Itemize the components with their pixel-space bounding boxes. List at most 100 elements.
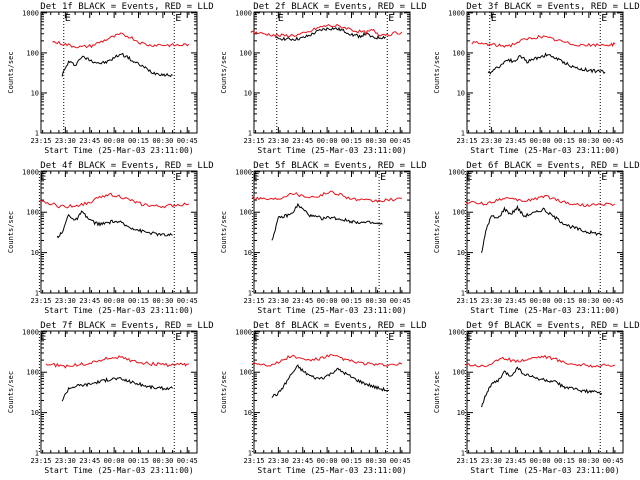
- x-axis-label: Start Time (25-Mar-03 23:11:00): [44, 146, 193, 155]
- x-tick-label: 23:30: [268, 297, 289, 305]
- x-tick-label: 00:00: [530, 297, 551, 305]
- x-tick-label: 00:30: [578, 137, 599, 145]
- x-tick-label: 00:30: [578, 297, 599, 305]
- x-axis-label: Start Time (25-Mar-03 23:11:00): [470, 146, 619, 155]
- x-axis-label: Start Time (25-Mar-03 23:11:00): [257, 466, 406, 475]
- x-tick-label: 00:30: [152, 457, 173, 465]
- x-tick-label: 23:30: [55, 457, 76, 465]
- lld-series-line: [250, 23, 403, 38]
- x-tick-label: 00:00: [530, 137, 551, 145]
- y-axis-label: Counts/sec: [433, 371, 441, 413]
- x-tick-label: 23:45: [505, 137, 526, 145]
- marker-label: E: [65, 13, 71, 24]
- x-tick-label: 23:45: [292, 297, 313, 305]
- x-tick-label: 23:30: [55, 297, 76, 305]
- panel-det-1: Det 1f BLACK = Events, RED = LLD 1 10 100 10…: [7, 2, 214, 155]
- plot-frame: [466, 170, 624, 294]
- x-tick-label: 00:45: [177, 297, 198, 305]
- events-series-line: [487, 52, 606, 75]
- y-tick-label: 1: [35, 130, 39, 138]
- x-tick-label: 00:30: [152, 137, 173, 145]
- lld-series-line: [52, 32, 190, 49]
- marker-label: E: [40, 332, 46, 343]
- x-tick-label: 00:00: [317, 457, 338, 465]
- events-series-line: [271, 364, 389, 399]
- y-axis-label: Counts/sec: [7, 371, 15, 413]
- x-tick-label: 00:30: [365, 137, 386, 145]
- y-tick-label: 100: [239, 369, 252, 377]
- plot-frame: [40, 330, 198, 454]
- y-tick-label: 1000: [448, 168, 465, 176]
- x-tick-label: 00:15: [341, 457, 362, 465]
- marker-label: E: [175, 332, 181, 343]
- y-tick-label: 100: [452, 369, 465, 377]
- plot-frame: [253, 11, 411, 134]
- lld-series-line: [465, 354, 616, 368]
- x-tick-label: 23:15: [30, 137, 51, 145]
- marker-label: E: [466, 332, 472, 343]
- y-tick-label: 1000: [448, 9, 465, 17]
- y-tick-label: 1: [248, 290, 252, 298]
- x-tick-label: 23:45: [79, 137, 100, 145]
- y-tick-label: 1000: [22, 168, 39, 176]
- marker-label: E: [466, 172, 472, 183]
- marker-label: E: [253, 172, 259, 183]
- x-tick-label: 00:30: [578, 457, 599, 465]
- x-tick-label: 23:15: [456, 297, 477, 305]
- x-tick-label: 23:15: [30, 457, 51, 465]
- x-tick-label: 00:15: [128, 137, 149, 145]
- marker-label: E: [388, 332, 394, 343]
- panel-title: Det 9f BLACK = Events, RED = LLD: [466, 321, 639, 331]
- x-tick-label: 00:00: [317, 137, 338, 145]
- x-tick-label: 00:15: [554, 137, 575, 145]
- marker-label: E: [253, 332, 259, 343]
- x-tick-label: 00:15: [341, 137, 362, 145]
- y-tick-label: 100: [26, 209, 39, 217]
- marker-label: E: [175, 13, 181, 24]
- panel-title: Det 6f BLACK = Events, RED = LLD: [466, 161, 639, 171]
- plot-frame: [253, 330, 411, 454]
- x-tick-label: 00:45: [603, 457, 624, 465]
- events-series-line: [481, 204, 603, 254]
- x-tick-label: 23:30: [268, 137, 289, 145]
- y-tick-label: 10: [457, 89, 465, 97]
- x-axis-label: Start Time (25-Mar-03 23:11:00): [44, 306, 193, 315]
- x-tick-label: 23:45: [79, 297, 100, 305]
- panel-title: Det 2f BLACK = Events, RED = LLD: [253, 2, 426, 12]
- y-tick-label: 10: [31, 89, 39, 97]
- plot-frame: [40, 170, 198, 294]
- panel-det-5: Det 5f BLACK = Events, RED = LLD 1 10 100 10…: [220, 161, 427, 315]
- x-tick-label: 23:15: [456, 457, 477, 465]
- x-tick-label: 00:00: [104, 137, 125, 145]
- y-tick-label: 1000: [235, 328, 252, 336]
- events-series-line: [271, 202, 383, 241]
- y-tick-label: 100: [26, 49, 39, 57]
- x-tick-label: 23:30: [481, 137, 502, 145]
- y-tick-label: 1000: [235, 168, 252, 176]
- y-tick-label: 100: [452, 49, 465, 57]
- y-tick-label: 10: [244, 89, 252, 97]
- x-tick-label: 00:30: [365, 457, 386, 465]
- x-tick-label: 00:15: [554, 457, 575, 465]
- y-axis-label: Counts/sec: [7, 211, 15, 253]
- x-tick-label: 00:45: [603, 297, 624, 305]
- y-tick-label: 10: [244, 409, 252, 417]
- x-tick-label: 23:45: [505, 457, 526, 465]
- panel-title: Det 1f BLACK = Events, RED = LLD: [40, 2, 213, 12]
- x-tick-label: 00:45: [603, 137, 624, 145]
- y-tick-label: 1000: [235, 9, 252, 17]
- x-tick-label: 23:15: [243, 137, 264, 145]
- panel-det-2: Det 2f BLACK = Events, RED = LLD 1 10 100 10…: [220, 2, 427, 155]
- y-axis-label: Counts/sec: [7, 51, 15, 93]
- x-tick-label: 00:00: [317, 297, 338, 305]
- panel-det-7: Det 7f BLACK = Events, RED = LLD 1 10 100 10…: [7, 321, 214, 475]
- x-tick-label: 23:45: [292, 457, 313, 465]
- panel-det-6: Det 6f BLACK = Events, RED = LLD 1 10 100 10…: [433, 161, 640, 315]
- marker-label: E: [601, 13, 607, 24]
- x-tick-label: 23:45: [79, 457, 100, 465]
- lld-series-line: [39, 192, 190, 209]
- panel-det-3: Det 3f BLACK = Events, RED = LLD 1 10 100 10…: [433, 2, 640, 155]
- x-tick-label: 00:45: [177, 137, 198, 145]
- events-series-line: [56, 210, 173, 239]
